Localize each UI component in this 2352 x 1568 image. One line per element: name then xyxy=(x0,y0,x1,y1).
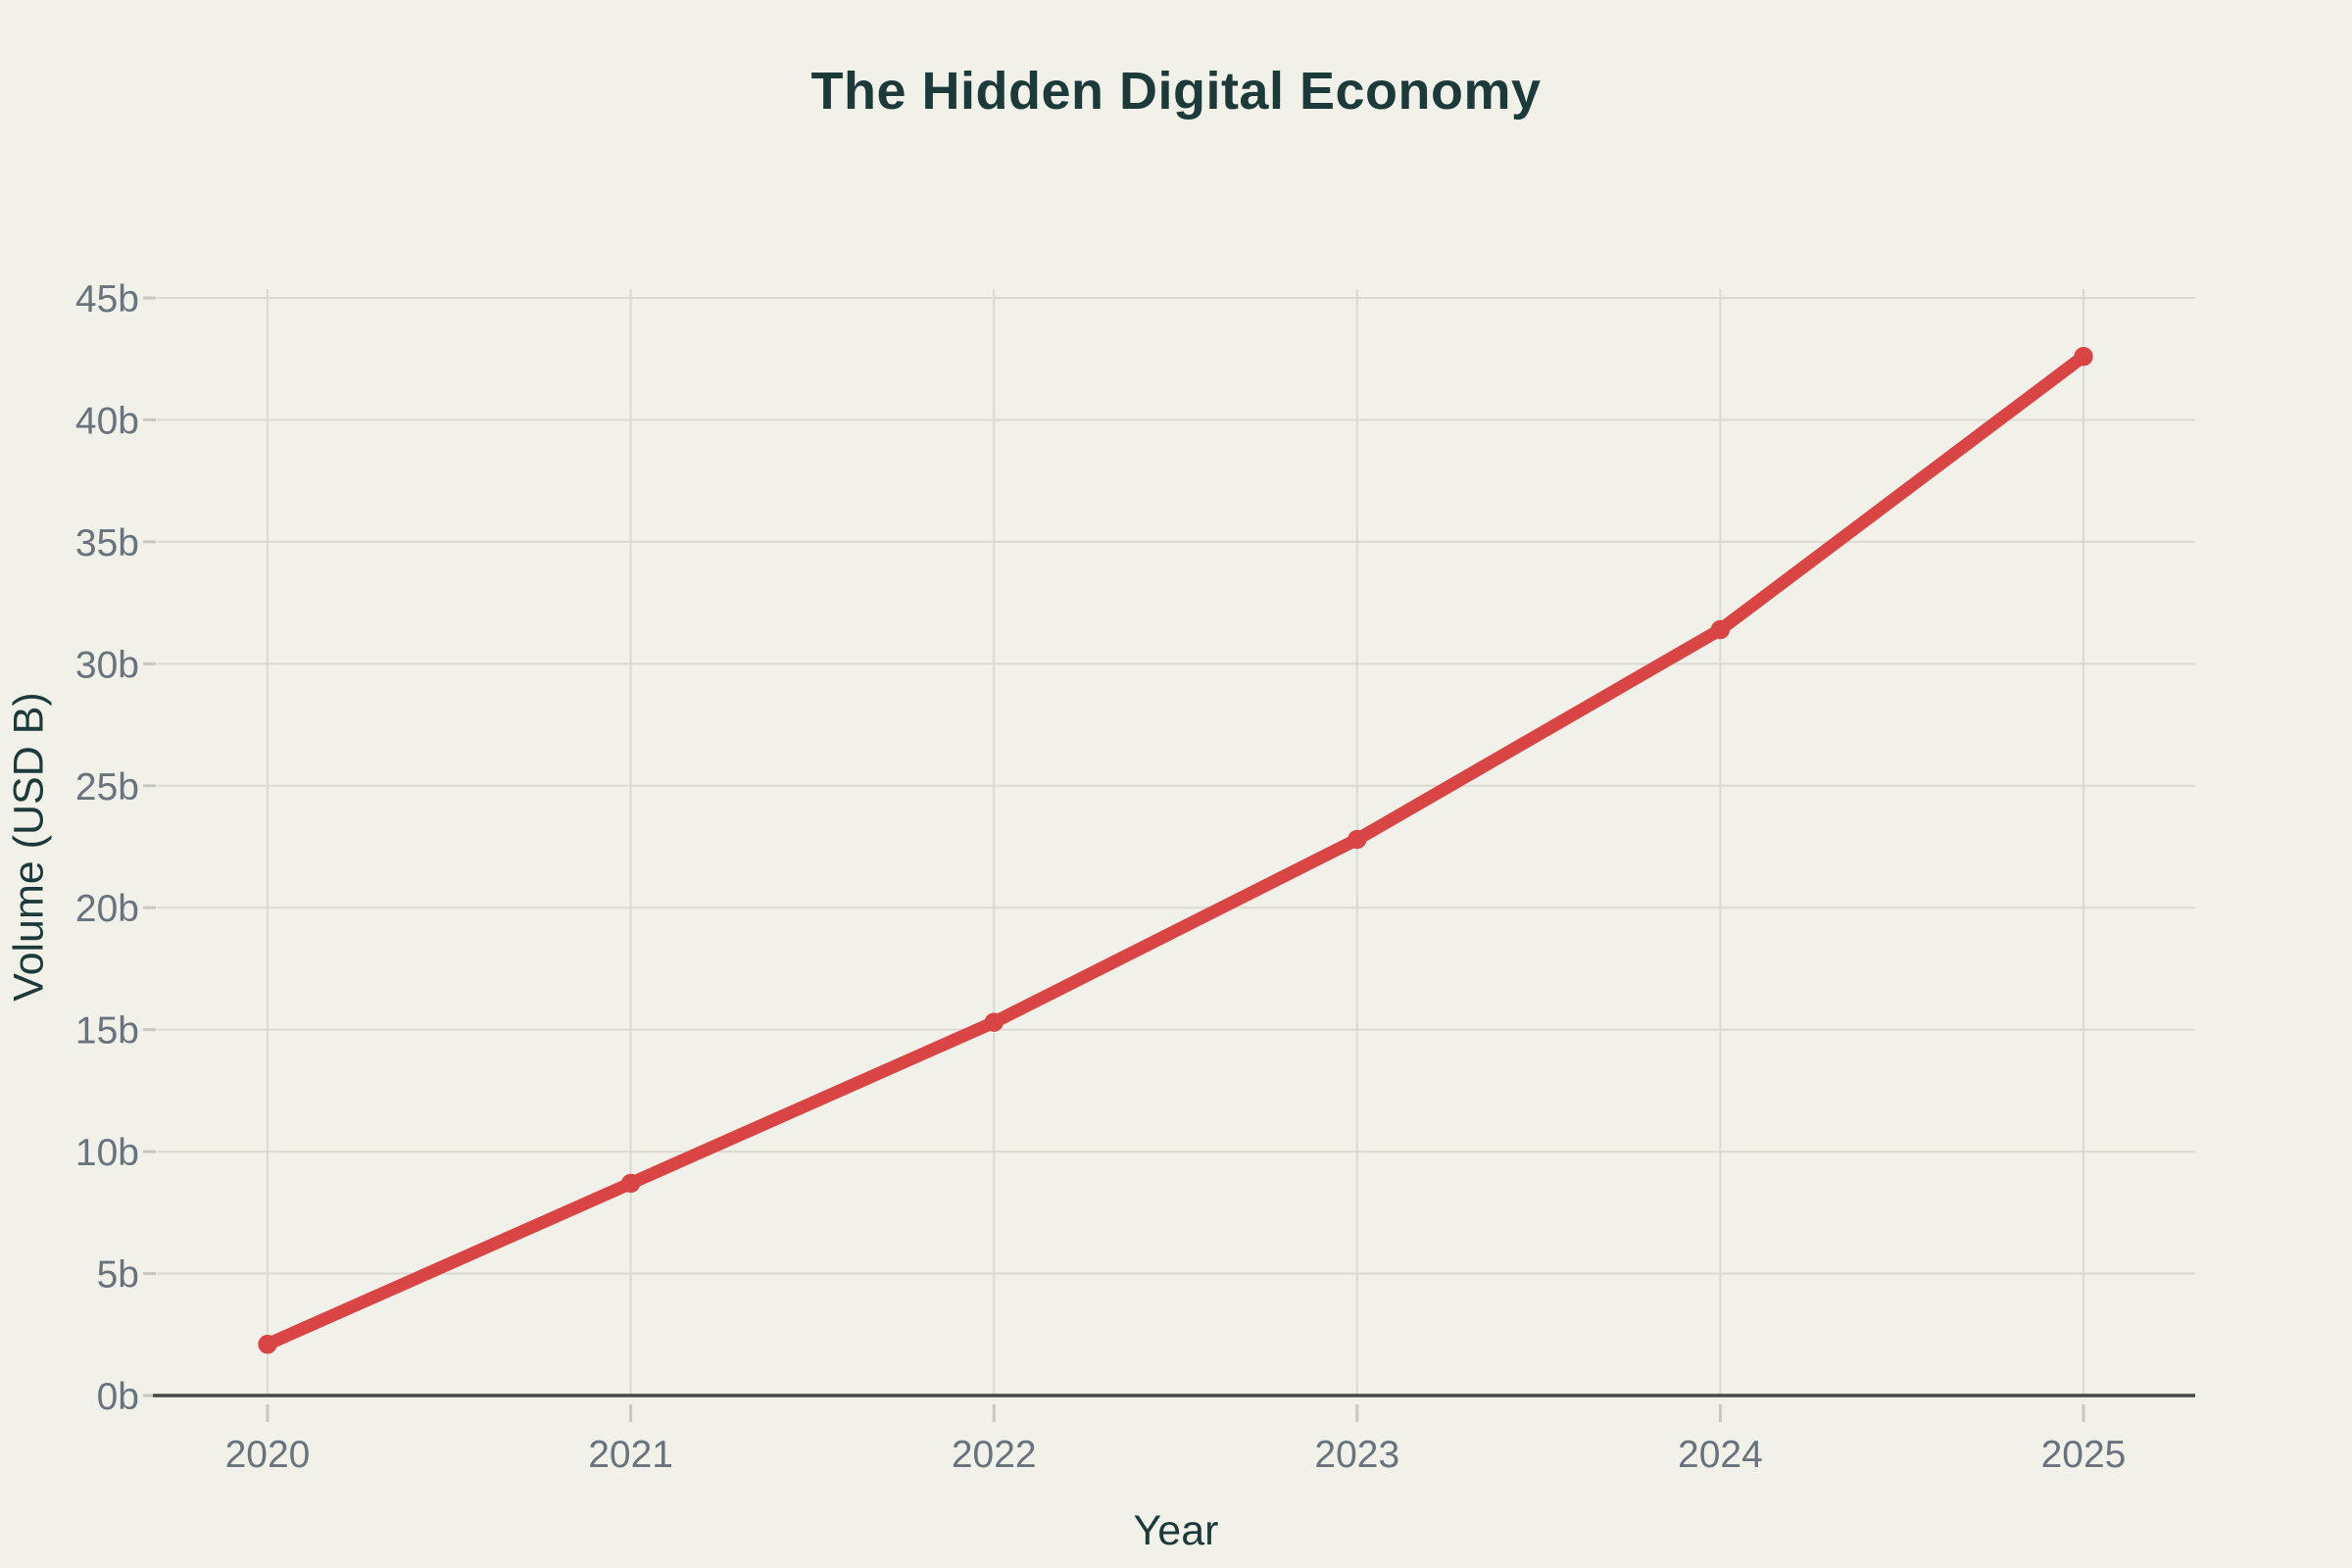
x-tick-label: 2021 xyxy=(588,1434,673,1476)
x-tick-label: 2020 xyxy=(225,1434,311,1476)
y-tick-label: 15b xyxy=(75,1010,139,1053)
y-tick-label: 40b xyxy=(75,400,139,442)
y-tick-label: 0b xyxy=(97,1376,139,1418)
x-tick-label: 2023 xyxy=(1314,1434,1399,1476)
x-tick-label: 2024 xyxy=(1678,1434,1763,1476)
data-point-marker xyxy=(258,1335,277,1354)
y-tick-label: 20b xyxy=(75,888,139,930)
data-point-marker xyxy=(1348,829,1367,850)
data-point-marker xyxy=(2074,347,2093,367)
data-point-marker xyxy=(1710,619,1731,640)
y-tick-label: 5b xyxy=(97,1254,139,1297)
x-tick-label: 2022 xyxy=(952,1434,1037,1476)
data-point-marker xyxy=(984,1012,1004,1032)
x-axis-title: Year xyxy=(1133,1507,1219,1554)
y-tick-label: 35b xyxy=(75,522,139,564)
x-tick-label: 2025 xyxy=(2041,1434,2127,1476)
y-tick-label: 45b xyxy=(75,278,139,320)
y-tick-label: 30b xyxy=(75,644,139,686)
data-point-marker xyxy=(620,1173,641,1194)
chart-title: The Hidden Digital Economy xyxy=(810,62,1542,121)
y-tick-label: 10b xyxy=(75,1132,139,1174)
y-axis-title: Volume (USD B) xyxy=(5,692,53,1002)
y-tick-label: 25b xyxy=(75,766,139,808)
series-line xyxy=(261,350,2090,1351)
